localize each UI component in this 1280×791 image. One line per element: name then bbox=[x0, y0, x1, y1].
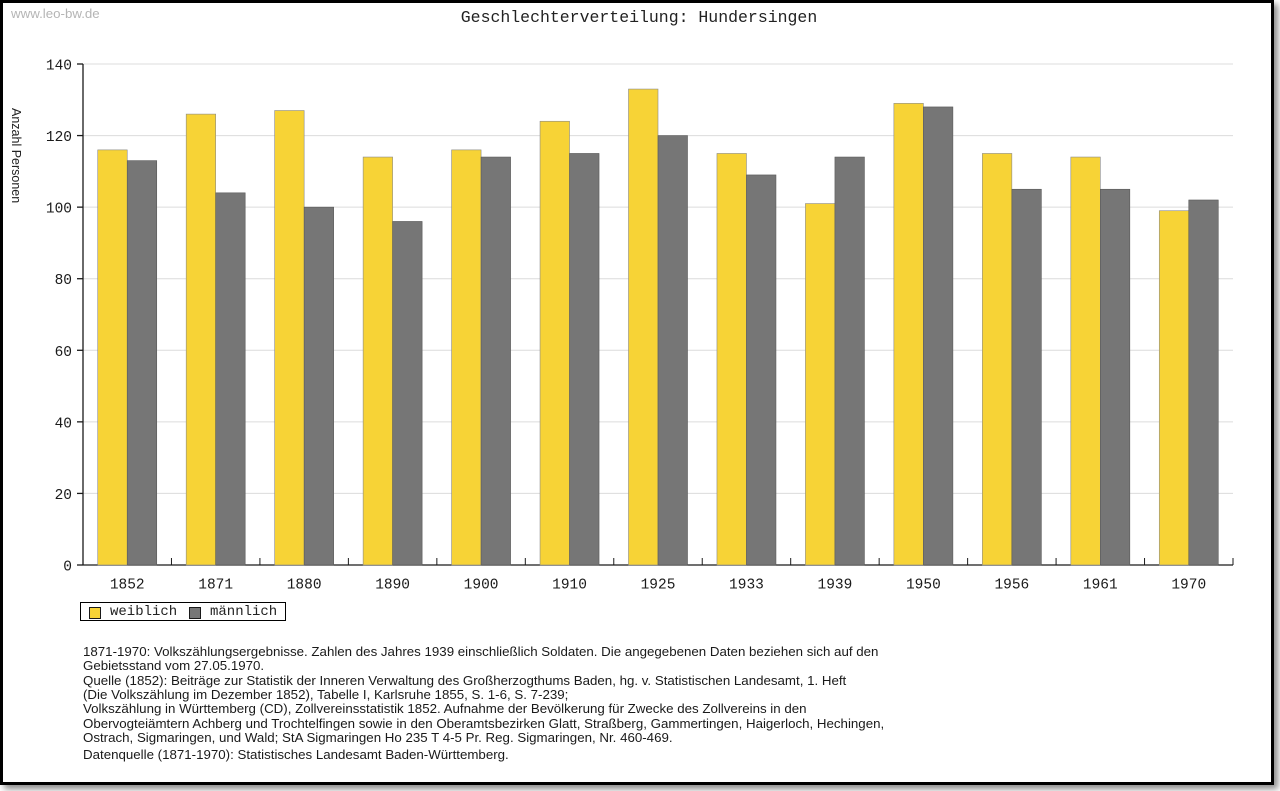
svg-text:140: 140 bbox=[46, 59, 72, 75]
svg-text:1900: 1900 bbox=[464, 578, 499, 594]
svg-text:1910: 1910 bbox=[552, 578, 587, 594]
svg-text:1939: 1939 bbox=[818, 578, 853, 594]
svg-text:1956: 1956 bbox=[994, 578, 1029, 594]
svg-text:1890: 1890 bbox=[375, 578, 410, 594]
svg-text:0: 0 bbox=[63, 560, 72, 576]
svg-text:1970: 1970 bbox=[1171, 578, 1206, 594]
svg-text:1880: 1880 bbox=[287, 578, 322, 594]
svg-text:1961: 1961 bbox=[1083, 578, 1118, 594]
svg-text:100: 100 bbox=[46, 202, 72, 218]
svg-text:20: 20 bbox=[55, 488, 72, 504]
svg-text:1925: 1925 bbox=[641, 578, 676, 594]
svg-text:1871: 1871 bbox=[198, 578, 233, 594]
svg-text:40: 40 bbox=[55, 416, 72, 432]
svg-text:1933: 1933 bbox=[729, 578, 764, 594]
svg-text:1950: 1950 bbox=[906, 578, 941, 594]
svg-text:60: 60 bbox=[55, 345, 72, 361]
svg-text:1852: 1852 bbox=[110, 578, 145, 594]
svg-text:80: 80 bbox=[55, 273, 72, 289]
svg-text:120: 120 bbox=[46, 130, 72, 146]
